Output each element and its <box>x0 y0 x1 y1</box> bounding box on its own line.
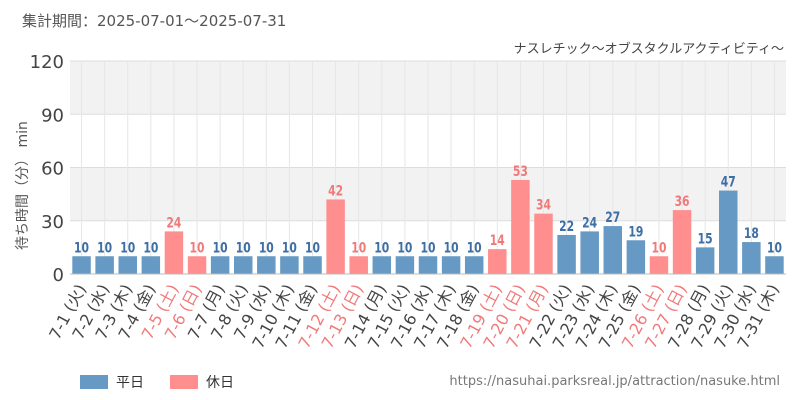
data-label: 10 <box>767 240 782 256</box>
bar-weekday <box>695 247 715 274</box>
data-label: 10 <box>97 240 112 256</box>
bar-holiday <box>649 256 669 274</box>
y-tick-label: 60 <box>41 159 64 180</box>
bar-holiday <box>672 210 692 274</box>
data-label: 24 <box>582 215 597 231</box>
bar-holiday <box>534 213 553 274</box>
legend-weekday-label: 平日 <box>116 375 144 391</box>
bar-holiday <box>349 256 368 274</box>
data-label: 10 <box>421 240 436 256</box>
bar-holiday <box>488 249 507 274</box>
data-label: 10 <box>467 240 482 256</box>
y-tick-label: 30 <box>41 212 64 233</box>
data-label: 36 <box>675 194 690 210</box>
bar-weekday <box>233 256 253 274</box>
data-label: 10 <box>374 240 389 256</box>
data-label: 10 <box>213 240 228 256</box>
bar-weekday <box>257 256 276 274</box>
data-label: 10 <box>259 240 274 256</box>
bar-weekday <box>303 256 322 274</box>
y-tick-label: 0 <box>53 265 64 286</box>
legend-weekday-swatch <box>80 375 108 389</box>
bar-weekday <box>719 190 738 274</box>
bar-weekday <box>141 256 161 274</box>
bar-weekday <box>441 256 461 274</box>
bar-weekday <box>118 256 137 274</box>
data-label: 10 <box>143 240 158 256</box>
data-label: 19 <box>628 224 643 240</box>
legend-holiday: 休日 <box>170 372 234 392</box>
bar-weekday <box>280 256 299 274</box>
bar-weekday <box>580 231 599 274</box>
bar-weekday <box>557 234 576 274</box>
attraction-name: ナスレチック～オブスタクルアクティビティ～ <box>513 42 784 57</box>
bar-weekday <box>742 242 761 274</box>
data-label: 18 <box>744 226 759 242</box>
data-label: 42 <box>328 183 343 199</box>
legend-holiday-label: 休日 <box>206 375 234 391</box>
bar-weekday <box>72 256 91 274</box>
data-label: 10 <box>236 240 251 256</box>
bar-weekday <box>765 256 784 274</box>
legend: 平日 休日 <box>80 372 260 392</box>
data-label: 34 <box>536 198 551 214</box>
data-label: 22 <box>559 219 574 235</box>
bar-weekday <box>464 256 484 274</box>
bar-holiday <box>164 231 184 274</box>
data-label: 10 <box>444 240 459 256</box>
y-tick-label: 90 <box>41 105 64 126</box>
bar-weekday <box>418 256 438 274</box>
data-label: 10 <box>351 240 366 256</box>
bar-holiday <box>511 179 530 274</box>
bar-holiday <box>326 199 345 274</box>
data-label: 15 <box>698 231 713 247</box>
data-label: 10 <box>190 240 205 256</box>
data-label: 10 <box>120 240 135 256</box>
period-label: 集計期間：2025-07-01～2025-07-31 <box>22 12 287 30</box>
data-label: 10 <box>397 240 412 256</box>
data-label: 10 <box>282 240 297 256</box>
legend-holiday-swatch <box>170 375 198 389</box>
bar-holiday <box>187 256 207 274</box>
data-label: 10 <box>74 240 89 256</box>
data-label: 27 <box>605 210 620 226</box>
data-label: 53 <box>513 164 528 180</box>
legend-weekday: 平日 <box>80 372 144 392</box>
source-url: https://nasuhai.parksreal.jp/attraction/… <box>449 374 780 389</box>
data-label: 10 <box>651 240 666 256</box>
data-label: 10 <box>305 240 320 256</box>
bar-weekday <box>210 256 230 274</box>
bar-weekday <box>626 240 646 274</box>
bar-weekday <box>95 256 114 274</box>
data-label: 24 <box>166 215 181 231</box>
data-label: 47 <box>721 175 736 191</box>
data-label: 14 <box>490 233 505 249</box>
bar-weekday <box>395 256 415 274</box>
bar-weekday <box>372 256 392 274</box>
y-tick-label: 120 <box>30 52 64 73</box>
bar-weekday <box>603 226 623 274</box>
